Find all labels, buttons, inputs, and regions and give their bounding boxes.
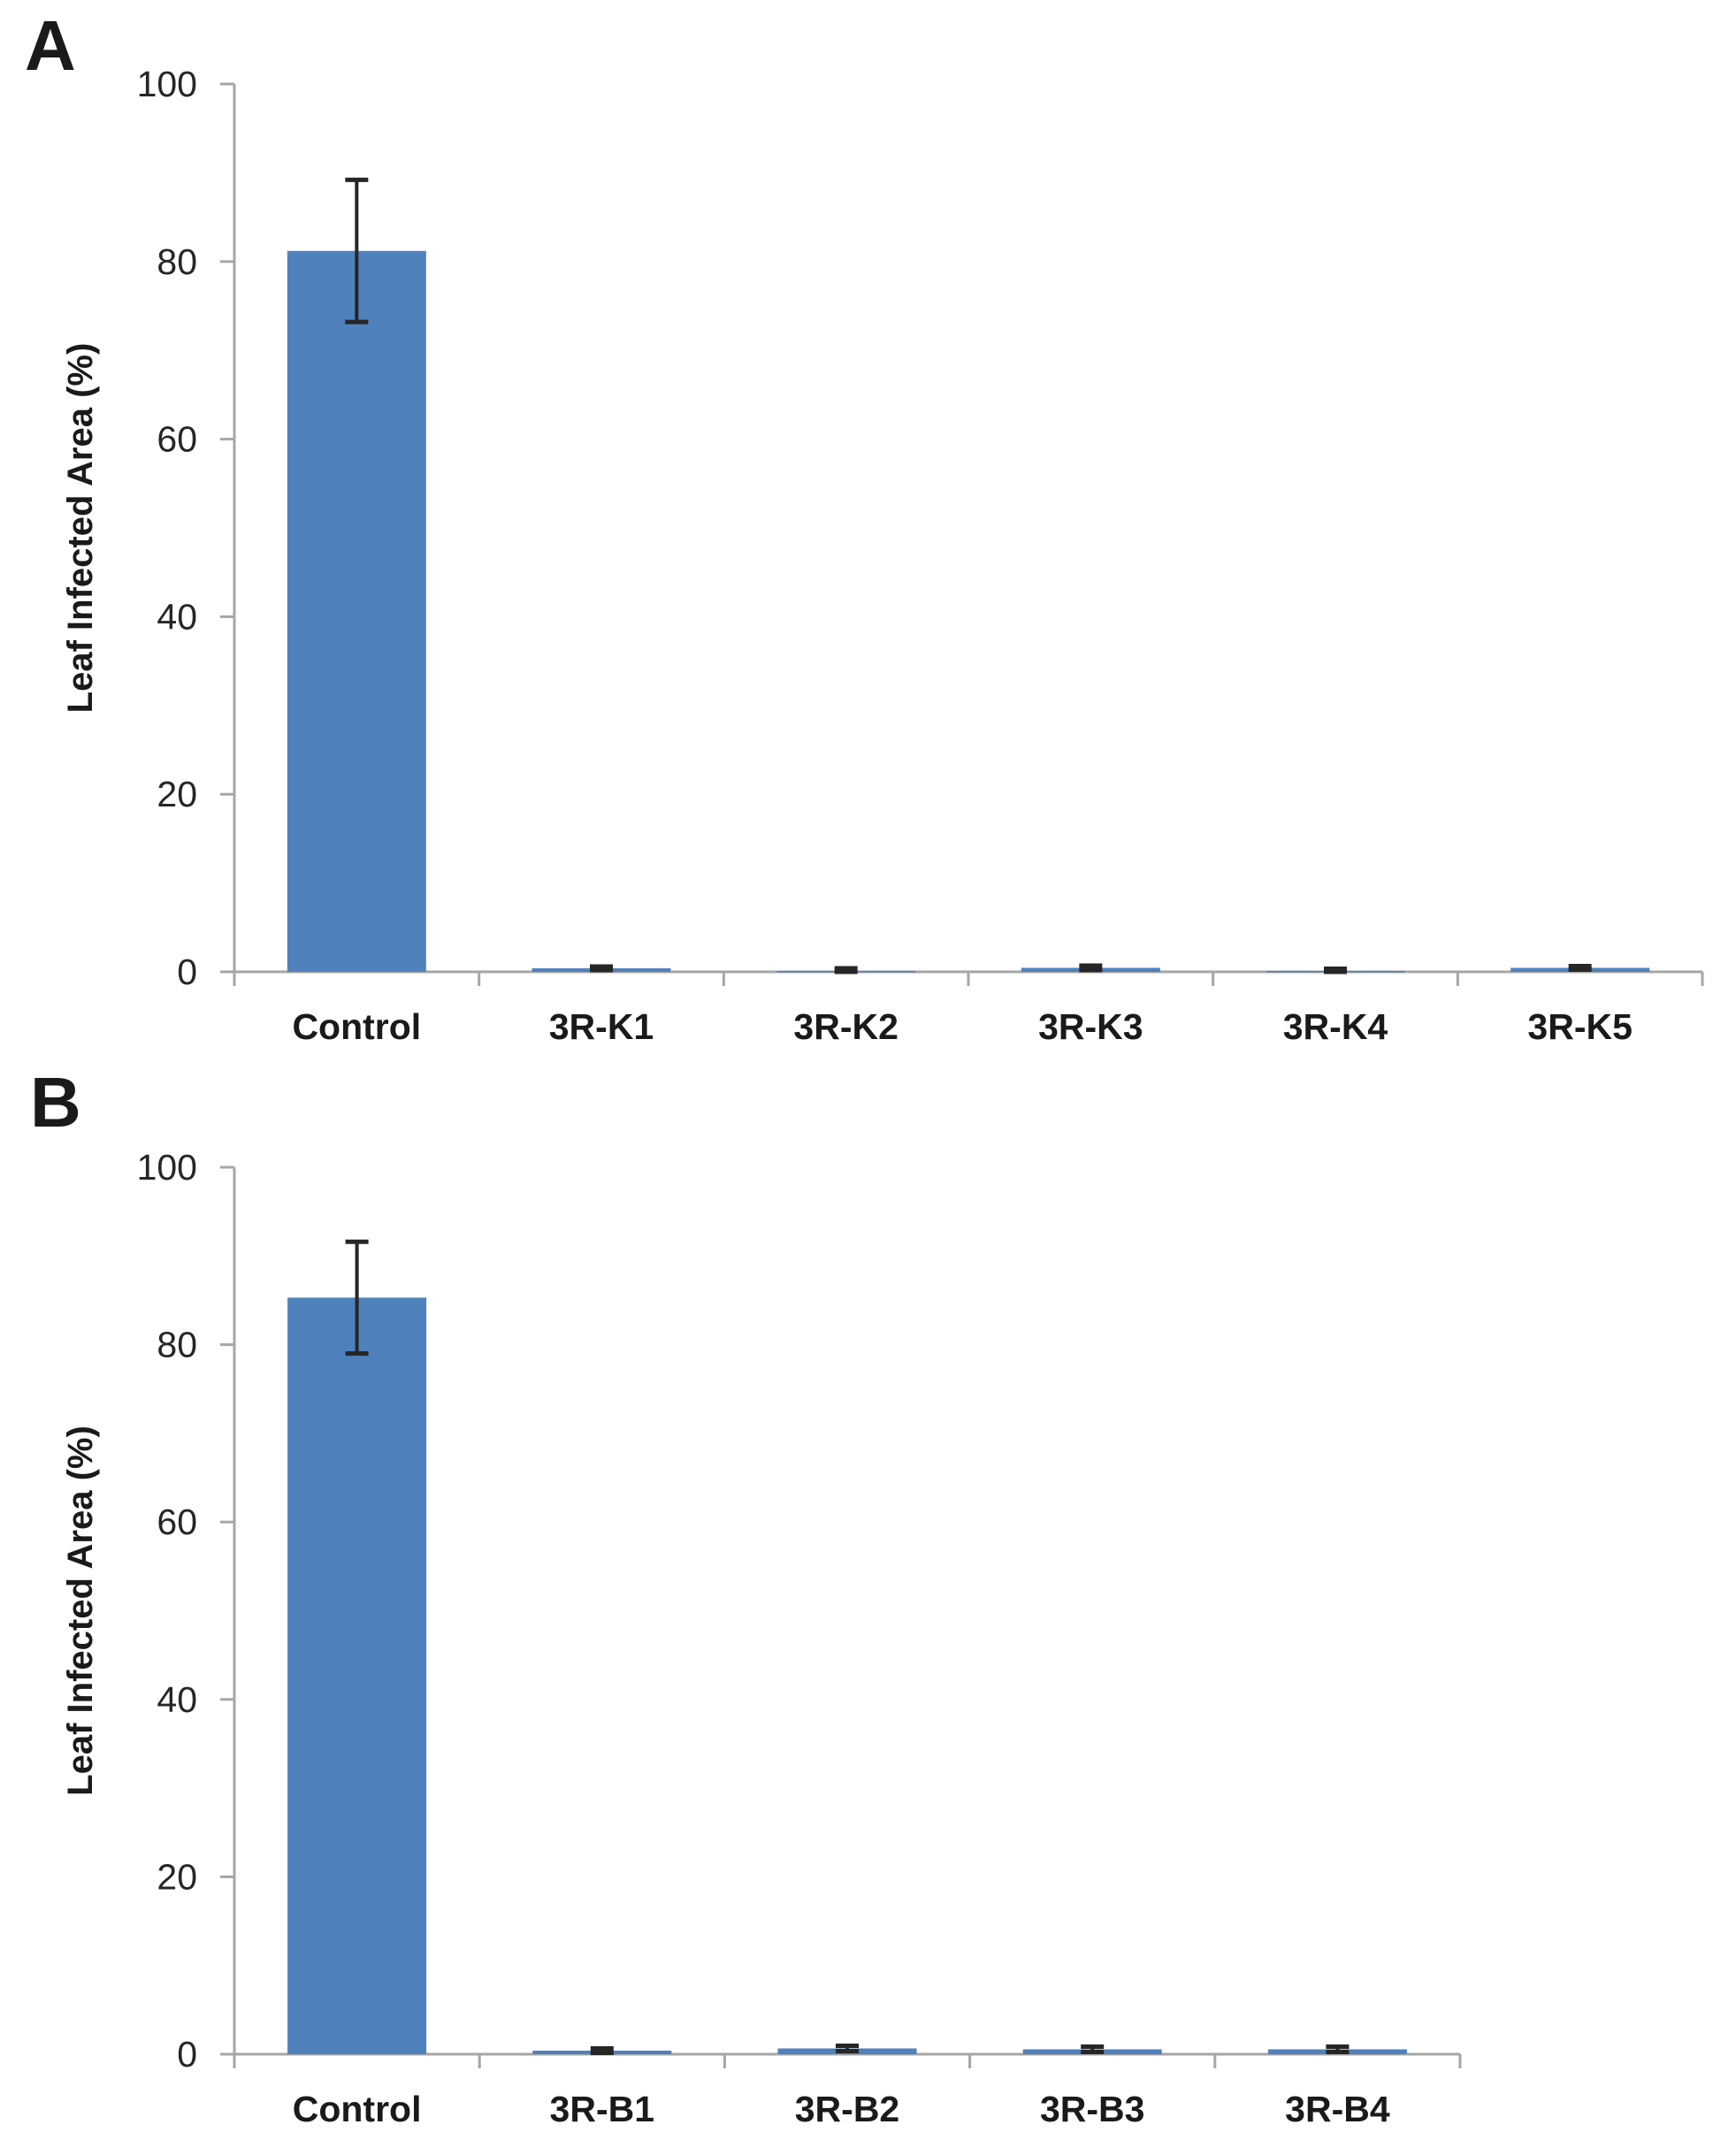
y-tick-label: 80 (157, 1325, 197, 1365)
category-label: Control (293, 2089, 422, 2129)
category-label: 3R-B3 (1040, 2089, 1144, 2129)
panel-a: A 0 20 40 60 80 100 Control 3R-K1 3R-K2 3R-K3 3R-K… (0, 0, 1736, 1048)
category-label: 3R-K1 (549, 1006, 654, 1047)
y-tick-label: 60 (157, 419, 197, 460)
y-tick-label: 60 (157, 1502, 197, 1542)
y-tick-label: 40 (157, 596, 197, 637)
category-label: 3R-B2 (795, 2089, 899, 2129)
y-tick-label: 20 (157, 1856, 197, 1897)
panel-b-chart: 0 20 40 60 80 100 Control 3R-B1 3R-B2 3R-B3 3R-B4 L… (61, 1147, 1462, 2129)
category-label: 3R-K2 (793, 1006, 898, 1047)
category-label: 3R-K5 (1527, 1006, 1632, 1047)
y-tick-label: 0 (177, 951, 197, 992)
y-tick-label: 40 (157, 1679, 197, 1720)
y-tick-label: 80 (157, 241, 197, 282)
category-label: 3R-B1 (550, 2089, 654, 2129)
category-label: 3R-K4 (1283, 1006, 1388, 1047)
y-axis-title: Leaf Infected Area (%) (61, 1425, 100, 1796)
panel-a-chart: 0 20 40 60 80 100 Control 3R-K1 3R-K2 3R-K3 3R-K4 3… (61, 64, 1704, 1047)
panel-b: B 0 20 40 60 80 100 Control 3R-B1 3R-B2 3R-B3 3R-B… (0, 1048, 1736, 2155)
y-tick-label: 20 (157, 774, 197, 814)
bar (287, 250, 426, 972)
category-label: 3R-K3 (1038, 1006, 1143, 1047)
y-tick-label: 0 (177, 2034, 197, 2075)
y-tick-label: 100 (137, 1147, 197, 1188)
bar (287, 1297, 427, 2054)
y-tick-label: 100 (137, 64, 197, 104)
panel-b-label: B (30, 1063, 81, 1142)
panel-a-label: A (25, 6, 76, 85)
y-axis-title: Leaf Infected Area (%) (61, 343, 100, 714)
category-label: 3R-B4 (1285, 2089, 1390, 2129)
category-label: Control (292, 1006, 421, 1047)
